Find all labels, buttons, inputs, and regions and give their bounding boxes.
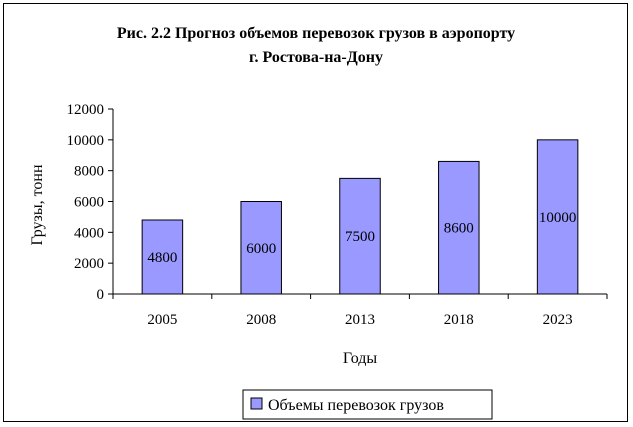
legend-box (242, 389, 493, 420)
chart-title: Рис. 2.2 Прогноз объемов перевозок грузо… (117, 25, 515, 66)
y-tick-label: 6000 (74, 195, 104, 211)
x-tick-label-2008: 2008 (246, 312, 276, 328)
data-label-2023: 10000 (539, 210, 577, 226)
x-axis-title: Годы (343, 350, 378, 367)
bar-2008 (240, 201, 282, 295)
y-axis-title: Грузы, тонн (29, 164, 46, 245)
data-label-2013: 7500 (345, 229, 375, 245)
y-tick-label: 0 (97, 287, 105, 303)
legend-swatch (250, 397, 263, 410)
y-tick-label: 2000 (74, 256, 104, 272)
bar-2013 (339, 177, 381, 295)
bar-2018 (438, 160, 480, 295)
y-tick-label: 10000 (67, 133, 105, 149)
data-label-2018: 8600 (444, 221, 474, 237)
y-tick-label: 8000 (74, 164, 104, 180)
chart-frame: Рис. 2.2 Прогноз объемов перевозок грузо… (3, 3, 628, 422)
bar-chart: Рис. 2.2 Прогноз объемов перевозок грузо… (29, 25, 608, 420)
chart-title-line-1: Рис. 2.2 Прогноз объемов перевозок грузо… (117, 25, 515, 42)
chart-title-line-2: г. Ростова-на-Дону (249, 49, 383, 66)
x-tick-label-2013: 2013 (345, 312, 375, 328)
y-tick-label: 4000 (74, 225, 104, 241)
bar-2023 (536, 139, 579, 295)
x-axis-ticks: 2005 2008 2013 2018 2023 (112, 294, 608, 328)
data-label-2005: 4800 (147, 250, 177, 266)
bars: 4800 6000 7500 8600 10000 (141, 139, 579, 295)
legend-label: Объемы перевозок грузов (268, 397, 444, 414)
x-tick-label-2005: 2005 (147, 312, 177, 328)
y-axis-ticks: 0 2000 4000 6000 8000 10000 12000 (67, 102, 113, 303)
x-tick-label-2023: 2023 (543, 312, 573, 328)
y-tick-label: 12000 (67, 102, 105, 118)
data-label-2008: 6000 (246, 241, 276, 257)
x-tick-label-2018: 2018 (444, 312, 474, 328)
legend: Объемы перевозок грузов (242, 389, 493, 420)
